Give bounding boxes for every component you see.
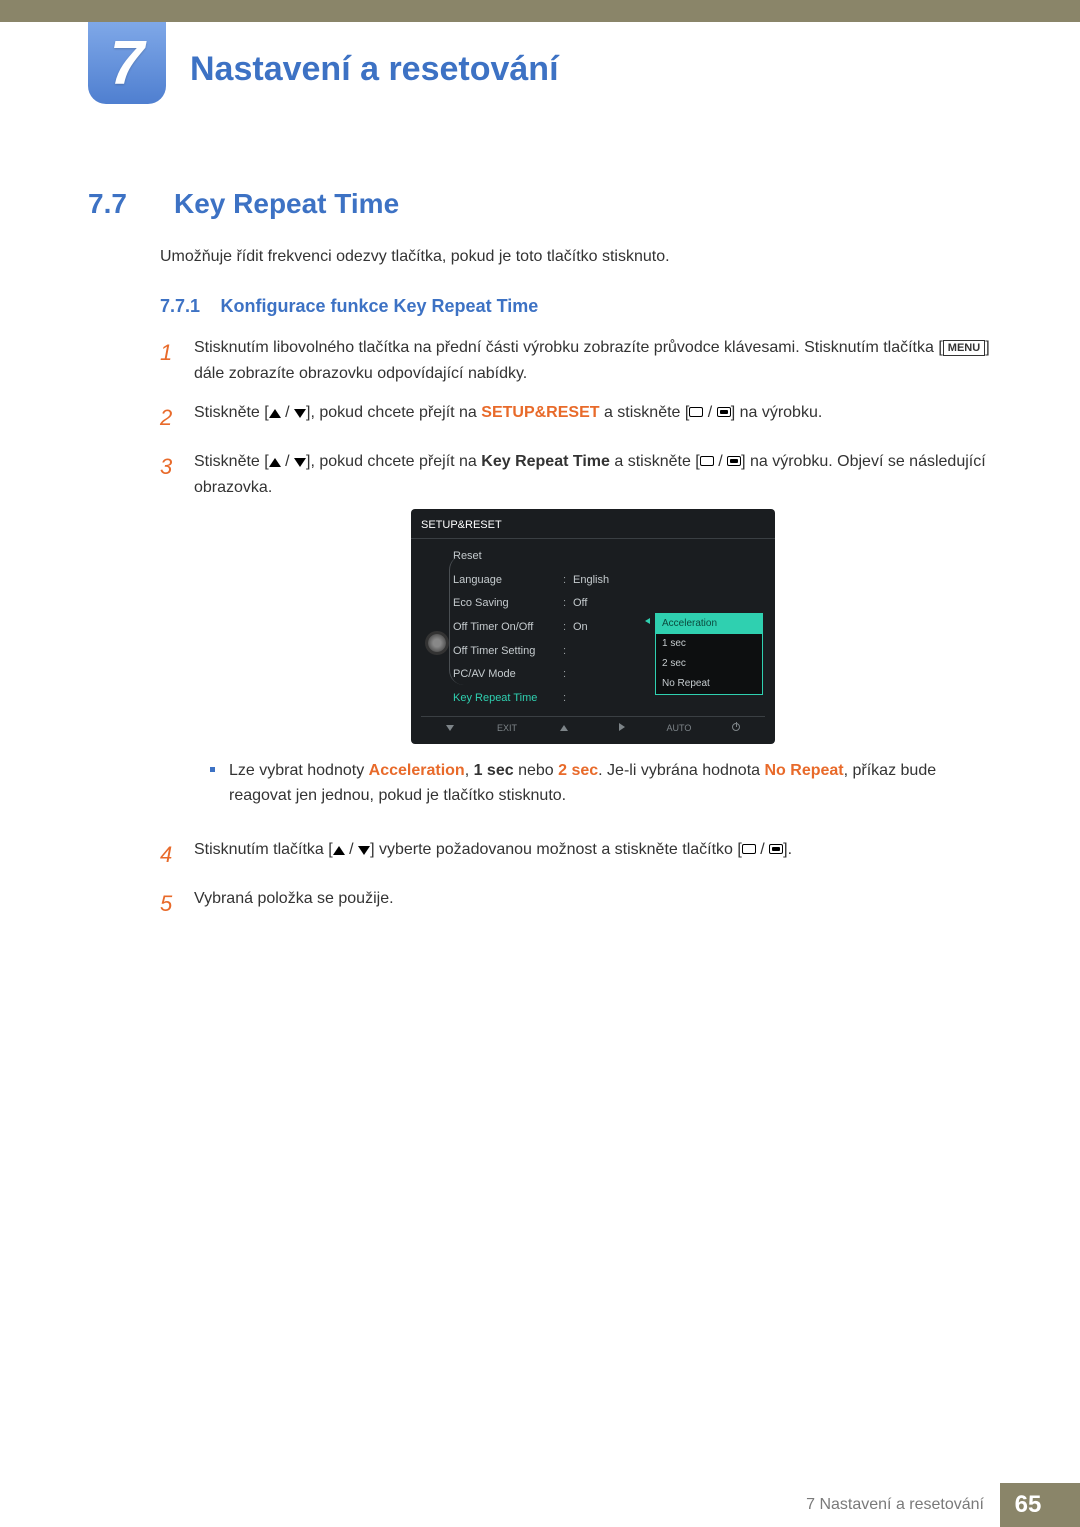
osd-colon: : [563,572,573,590]
subsection-number: 7.7.1 [160,296,200,316]
osd-option-1sec: 1 sec [656,634,762,654]
step-body: Stisknutím tlačítka [ / ] vyberte požado… [194,837,992,872]
chapter-tab: 7 [88,22,166,104]
osd-row-language: Language : English [453,569,765,593]
osd-foot-down-icon [421,721,478,735]
bold: Key Repeat Time [481,453,610,470]
step-3: 3 Stiskněte [ / ], pokud chcete přejít n… [160,449,992,823]
step-number: 2 [160,400,178,435]
text: ] vyberte požadovanou možnost a stisknět… [370,841,742,858]
osd-value: On [573,619,588,637]
gear-icon [428,634,446,652]
chapter-number: 7 [110,28,144,99]
osd-footer: EXIT AUTO [411,717,775,737]
osd-foot-power-icon [708,721,765,735]
triangle-down-icon [358,846,370,855]
highlight: SETUP&RESET [481,404,599,421]
step-5: 5 Vybraná položka se použije. [160,886,992,921]
osd-colon: : [563,690,573,708]
triangle-up-icon [269,458,281,467]
triangle-down-icon [294,458,306,467]
osd-colon: : [563,595,573,613]
text: a stiskněte [ [610,453,700,470]
text: Stisknutím tlačítka [ [194,841,333,858]
rect-solid-icon [717,407,731,417]
square-bullet-icon [210,767,215,772]
chapter-title: Nastavení a resetování [190,50,559,89]
rect-hollow-icon [700,456,714,466]
subsection-heading: 7.7.1 Konfigurace funkce Key Repeat Time [160,296,992,317]
menu-button-icon: MENU [943,340,985,356]
content: 7.7 Key Repeat Time Umožňuje řídit frekv… [88,188,992,935]
section-number: 7.7 [88,188,150,220]
osd-body: Reset Language : English Eco Saving : [411,539,775,714]
osd-foot-up-icon [536,721,593,735]
osd-colon: : [563,643,573,661]
step-body: Vybraná položka se použije. [194,886,992,921]
bullet-note: Lze vybrat hodnoty Acceleration, 1 sec n… [210,758,992,809]
text: , [465,762,474,779]
osd-option-2sec: 2 sec [656,654,762,674]
step-body: Stiskněte [ / ], pokud chcete přejít na … [194,449,992,823]
text: a stiskněte [ [600,404,690,421]
text: ]. [783,841,792,858]
step-body: Stisknutím libovolného tlačítka na předn… [194,335,992,386]
text: Lze vybrat hodnoty [229,762,369,779]
step-1: 1 Stisknutím libovolného tlačítka na pře… [160,335,992,386]
highlight: 2 sec [558,762,598,779]
rect-hollow-icon [742,844,756,854]
text: Stiskněte [ [194,404,269,421]
text: ] na výrobku. [731,404,823,421]
triangle-up-icon [269,409,281,418]
top-band [0,0,1080,22]
triangle-up-icon [333,846,345,855]
osd-value: English [573,572,609,590]
step-2: 2 Stiskněte [ / ], pokud chcete přejít n… [160,400,992,435]
subsection-title: Konfigurace funkce Key Repeat Time [221,296,539,316]
text: Stiskněte [ [194,453,269,470]
osd-option-acceleration: Acceleration [656,614,762,634]
step-4: 4 Stisknutím tlačítka [ / ] vyberte poža… [160,837,992,872]
osd-arc-decoration [449,555,479,685]
osd-row-reset: Reset [453,545,765,569]
osd-option-norepeat: No Repeat [656,674,762,694]
section-heading: 7.7 Key Repeat Time [88,188,992,220]
osd-value: Off [573,595,587,613]
footer-page-number: 65 [1000,1483,1056,1527]
page-footer: 7 Nastavení a resetování 65 [0,1483,1080,1527]
triangle-down-icon [294,409,306,418]
step-number: 4 [160,837,178,872]
highlight: Acceleration [369,762,465,779]
osd-foot-exit: EXIT [478,721,535,735]
text: ], pokud chcete přejít na [306,404,481,421]
osd-panel: SETUP&RESET Reset Langu [411,509,775,744]
text: nebo [514,762,558,779]
text: . Je-li vybrána hodnota [598,762,764,779]
footer-text: 7 Nastavení a resetování [790,1483,1000,1527]
section-title: Key Repeat Time [174,188,399,220]
footer-tail [1056,1483,1080,1527]
osd-colon: : [563,666,573,684]
text: ], pokud chcete přejít na [306,453,481,470]
highlight: No Repeat [764,762,843,779]
text: Stisknutím libovolného tlačítka na předn… [194,339,943,356]
step-number: 3 [160,449,178,823]
rect-solid-icon [727,456,741,466]
osd-foot-auto: AUTO [650,721,707,735]
osd-foot-right-icon [593,721,650,735]
step-body: Stiskněte [ / ], pokud chcete přejít na … [194,400,992,435]
osd-title: SETUP&RESET [411,509,775,540]
osd-dropdown: Acceleration 1 sec 2 sec No Repeat [655,613,763,695]
steps-list: 1 Stisknutím libovolného tlačítka na pře… [160,335,992,921]
osd-colon: : [563,619,573,637]
osd-screenshot: SETUP&RESET Reset Langu [194,509,992,744]
osd-label: Key Repeat Time [453,690,563,708]
bullet-text: Lze vybrat hodnoty Acceleration, 1 sec n… [229,758,992,809]
bold: 1 sec [474,762,514,779]
rect-solid-icon [769,844,783,854]
step-number: 1 [160,335,178,386]
step-number: 5 [160,886,178,921]
rect-hollow-icon [689,407,703,417]
section-intro: Umožňuje řídit frekvenci odezvy tlačítka… [160,248,992,266]
